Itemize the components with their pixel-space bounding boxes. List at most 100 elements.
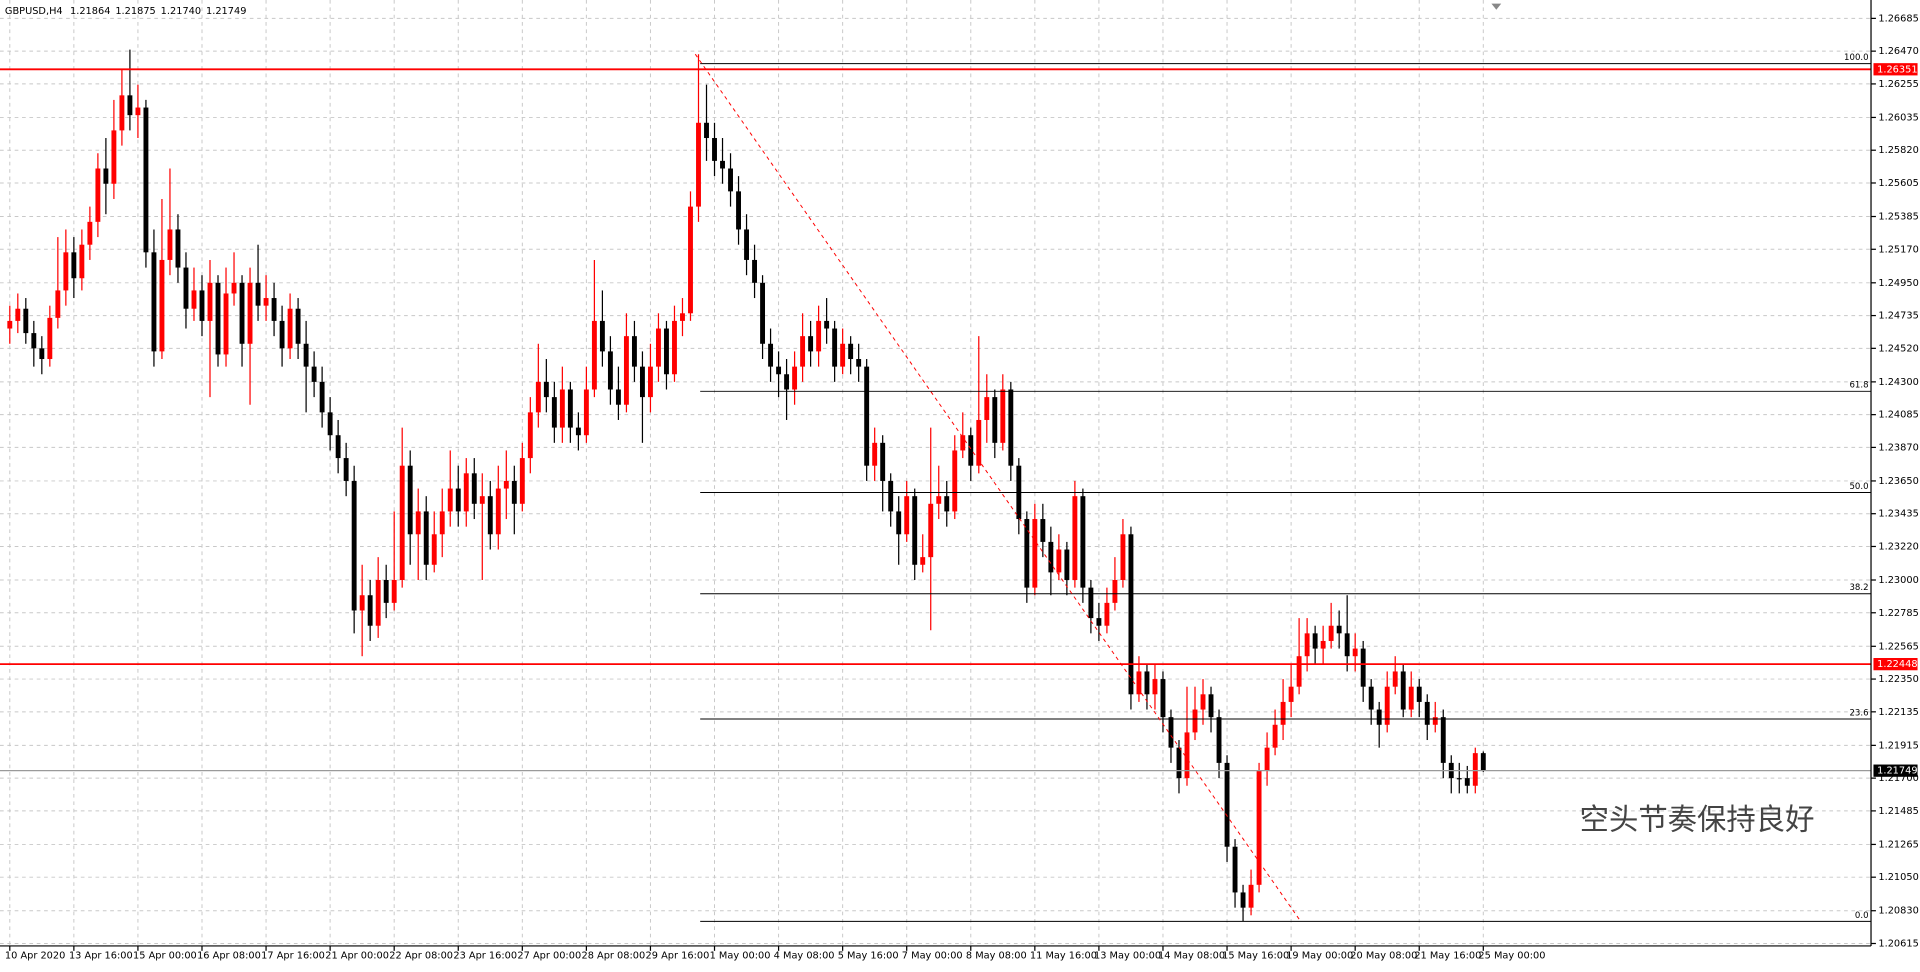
candle-body — [1104, 602, 1110, 626]
x-tick-label: 27 Apr 00:00 — [517, 951, 581, 962]
candle-body — [415, 511, 421, 535]
candle-body — [840, 343, 846, 367]
overlays: 1.26351 1.22448 1.21749 100.0 61.8 50.0 38.2 23… — [0, 53, 1918, 922]
price-tag — [1873, 658, 1918, 671]
candle-body — [1088, 587, 1094, 619]
candle-body — [664, 328, 669, 375]
candle-body — [183, 267, 189, 309]
x-tick-label: 23 Apr 16:00 — [453, 951, 517, 962]
candle-body — [167, 229, 173, 260]
x-tick-label: 5 May 16:00 — [838, 951, 899, 962]
candle-body — [864, 366, 870, 466]
y-tick-label: 1.23000 — [1878, 575, 1918, 586]
candle-body — [856, 359, 862, 367]
fib-label: 50.0 — [1849, 482, 1868, 492]
candle-body — [127, 95, 133, 116]
x-tick-label: 29 Apr 16:00 — [646, 951, 710, 962]
candle-body — [487, 496, 493, 535]
candle-body — [431, 534, 437, 565]
candle-body — [960, 435, 966, 451]
x-tick-label: 20 May 08:00 — [1350, 951, 1417, 962]
candle-body — [744, 229, 749, 260]
y-tick-label: 1.22785 — [1878, 608, 1918, 619]
candle-body — [7, 320, 13, 329]
candle-body — [752, 259, 758, 283]
price-tag-label: 1.26351 — [1877, 64, 1917, 75]
y-tick-label: 1.21700 — [1878, 773, 1918, 784]
candle-body — [1112, 580, 1118, 603]
candle-body — [95, 168, 101, 222]
y-tick-label: 1.23220 — [1878, 541, 1918, 552]
candle-body — [880, 442, 886, 481]
header-high: 1.21875 — [115, 6, 155, 17]
candle-body — [1424, 701, 1430, 725]
y-tick-label: 1.23870 — [1878, 442, 1918, 453]
candle-body — [119, 95, 125, 131]
price-tag-label: 1.22448 — [1877, 659, 1917, 670]
header-low: 1.21740 — [161, 6, 201, 17]
candle-body — [87, 221, 93, 245]
candle-body — [1256, 770, 1262, 885]
candle-body — [1368, 686, 1374, 710]
candle-body — [263, 298, 269, 306]
x-tick-label: 25 May 00:00 — [1478, 951, 1545, 962]
candle-body — [239, 282, 245, 344]
x-tick-label: 21 Apr 00:00 — [325, 951, 389, 962]
candle-body — [1344, 633, 1350, 657]
candle-body — [976, 419, 982, 466]
candle-body — [1432, 717, 1438, 725]
candle-body — [792, 366, 798, 390]
fib-label: 61.8 — [1849, 381, 1868, 391]
y-tick-label: 1.21485 — [1878, 806, 1918, 817]
candle-body — [1056, 549, 1062, 573]
candle-body — [543, 381, 549, 398]
candle-body — [1008, 389, 1014, 466]
candle-body — [1328, 625, 1334, 641]
candle-body — [1072, 496, 1078, 581]
x-tick-label: 4 May 08:00 — [774, 951, 835, 962]
candle-body — [623, 336, 629, 405]
candle-body — [656, 328, 661, 367]
x-tick-label: 13 Apr 16:00 — [69, 951, 133, 962]
candle-body — [567, 389, 573, 428]
candle-body — [639, 366, 645, 398]
candle-body — [223, 293, 229, 355]
candle-body — [63, 252, 69, 291]
y-tick-label: 1.26685 — [1878, 13, 1918, 24]
candle-body — [1032, 519, 1038, 588]
candle-body — [1168, 717, 1174, 748]
candle-body — [1416, 686, 1422, 702]
x-tick-label: 17 Apr 16:00 — [261, 951, 325, 962]
candle-body — [920, 557, 926, 565]
y-tick-label: 1.26255 — [1878, 79, 1918, 90]
annotation: 空头节奏保持良好 — [1580, 802, 1815, 836]
candle-body — [800, 336, 806, 367]
candle-body — [768, 343, 774, 367]
candle-body — [591, 320, 597, 390]
candle-body — [1080, 496, 1086, 588]
candle-body — [503, 480, 509, 489]
candle-body — [383, 580, 389, 603]
candle-body — [39, 348, 45, 360]
candle-body — [672, 320, 677, 375]
y-tick-label: 1.24950 — [1878, 278, 1918, 289]
candle-body — [535, 381, 541, 413]
y-tick-label: 1.24085 — [1878, 410, 1918, 421]
candle-body — [471, 473, 477, 504]
candle-body — [1440, 717, 1446, 763]
header-close: 1.21749 — [206, 6, 246, 17]
candle-body — [912, 496, 918, 565]
price-tag — [1873, 764, 1918, 777]
candle-body — [1280, 701, 1286, 725]
price-tag-label: 1.21749 — [1877, 766, 1917, 777]
chart-header: GBPUSD,H4 1.21864 1.21875 1.21740 1.21749 — [5, 6, 247, 17]
candle-body — [607, 351, 613, 390]
y-tick-label: 1.21050 — [1878, 872, 1918, 883]
price-tag — [1873, 63, 1918, 76]
x-tick-label: 10 Apr 2020 — [5, 951, 65, 962]
candle-body — [1160, 679, 1166, 718]
candle-body — [1248, 884, 1254, 908]
candle-body — [303, 343, 309, 367]
candle-body — [599, 320, 605, 352]
